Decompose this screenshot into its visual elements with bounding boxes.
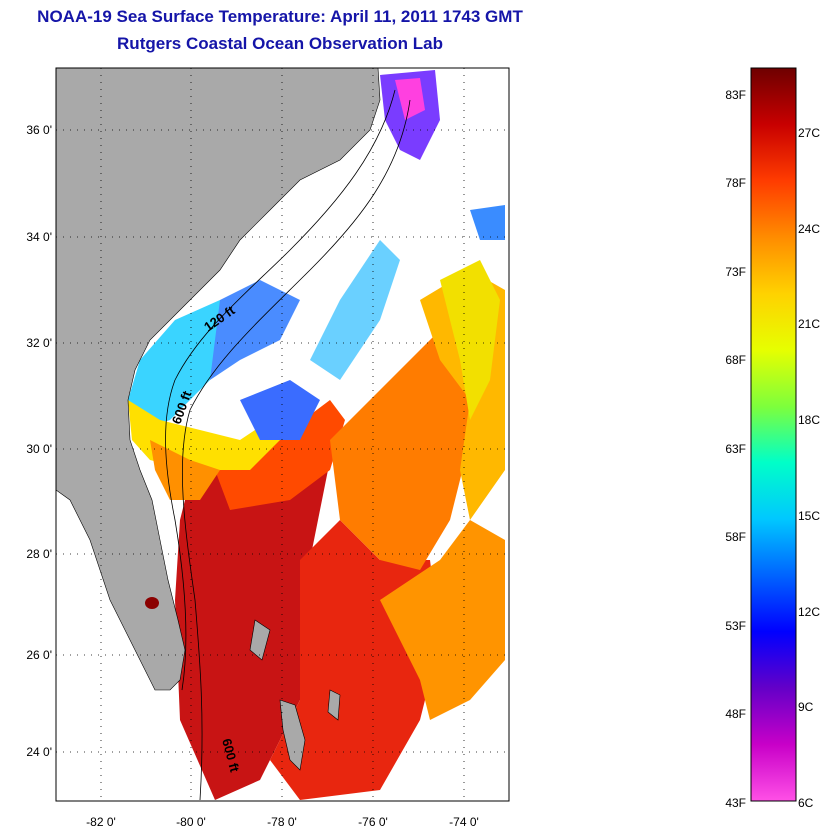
colorbar-c-tick: 15C <box>798 509 820 523</box>
sst-imagery <box>128 70 505 800</box>
bathymetry-contours <box>165 89 411 801</box>
lat-tick: 26 0' <box>26 648 52 662</box>
land-mainland <box>55 67 381 691</box>
colorbar-f-tick: 78F <box>725 176 746 190</box>
lon-tick: -78 0' <box>267 815 297 829</box>
colorbar-f-tick: 63F <box>725 442 746 456</box>
lat-tick: 30 0' <box>26 442 52 456</box>
lat-tick: 32 0' <box>26 336 52 350</box>
colorbar-f-tick: 58F <box>725 530 746 544</box>
colorbar-c-tick: 24C <box>798 222 820 236</box>
lake-okeechobee <box>145 597 159 609</box>
map-title: NOAA-19 Sea Surface Temperature: April 1… <box>37 7 523 26</box>
colorbar-f-tick: 83F <box>725 88 746 102</box>
lon-tick: -76 0' <box>358 815 388 829</box>
colorbar-c-tick: 27C <box>798 126 820 140</box>
lat-tick: 34 0' <box>26 230 52 244</box>
colorbar-c-tick: 6C <box>798 796 814 810</box>
colorbar-c-tick: 21C <box>798 317 820 331</box>
lat-tick: 24 0' <box>26 745 52 759</box>
colorbar-f-tick: 73F <box>725 265 746 279</box>
colorbar-c-tick: 9C <box>798 700 814 714</box>
bahamas-islands <box>249 619 341 771</box>
colorbar-gradient <box>750 67 797 802</box>
sst-map: 120 ft 600 ft 600 ft 36 0' 34 0' 32 0' 3… <box>26 67 510 829</box>
colorbar-c-tick: 18C <box>798 413 820 427</box>
lon-tick: -80 0' <box>176 815 206 829</box>
colorbar-f-tick: 43F <box>725 796 746 810</box>
map-subtitle: Rutgers Coastal Ocean Observation Lab <box>117 34 443 53</box>
lat-tick: 36 0' <box>26 123 52 137</box>
temperature-colorbar: 83F 78F 73F 68F 63F 58F 53F 48F 43F 27C … <box>725 67 820 810</box>
colorbar-c-tick: 12C <box>798 605 820 619</box>
map-frame-border <box>55 67 510 802</box>
colorbar-f-tick: 48F <box>725 707 746 721</box>
lon-tick: -82 0' <box>86 815 116 829</box>
lon-tick: -74 0' <box>449 815 479 829</box>
lat-tick: 28 0' <box>26 547 52 561</box>
colorbar-f-tick: 68F <box>725 353 746 367</box>
colorbar-f-tick: 53F <box>725 619 746 633</box>
